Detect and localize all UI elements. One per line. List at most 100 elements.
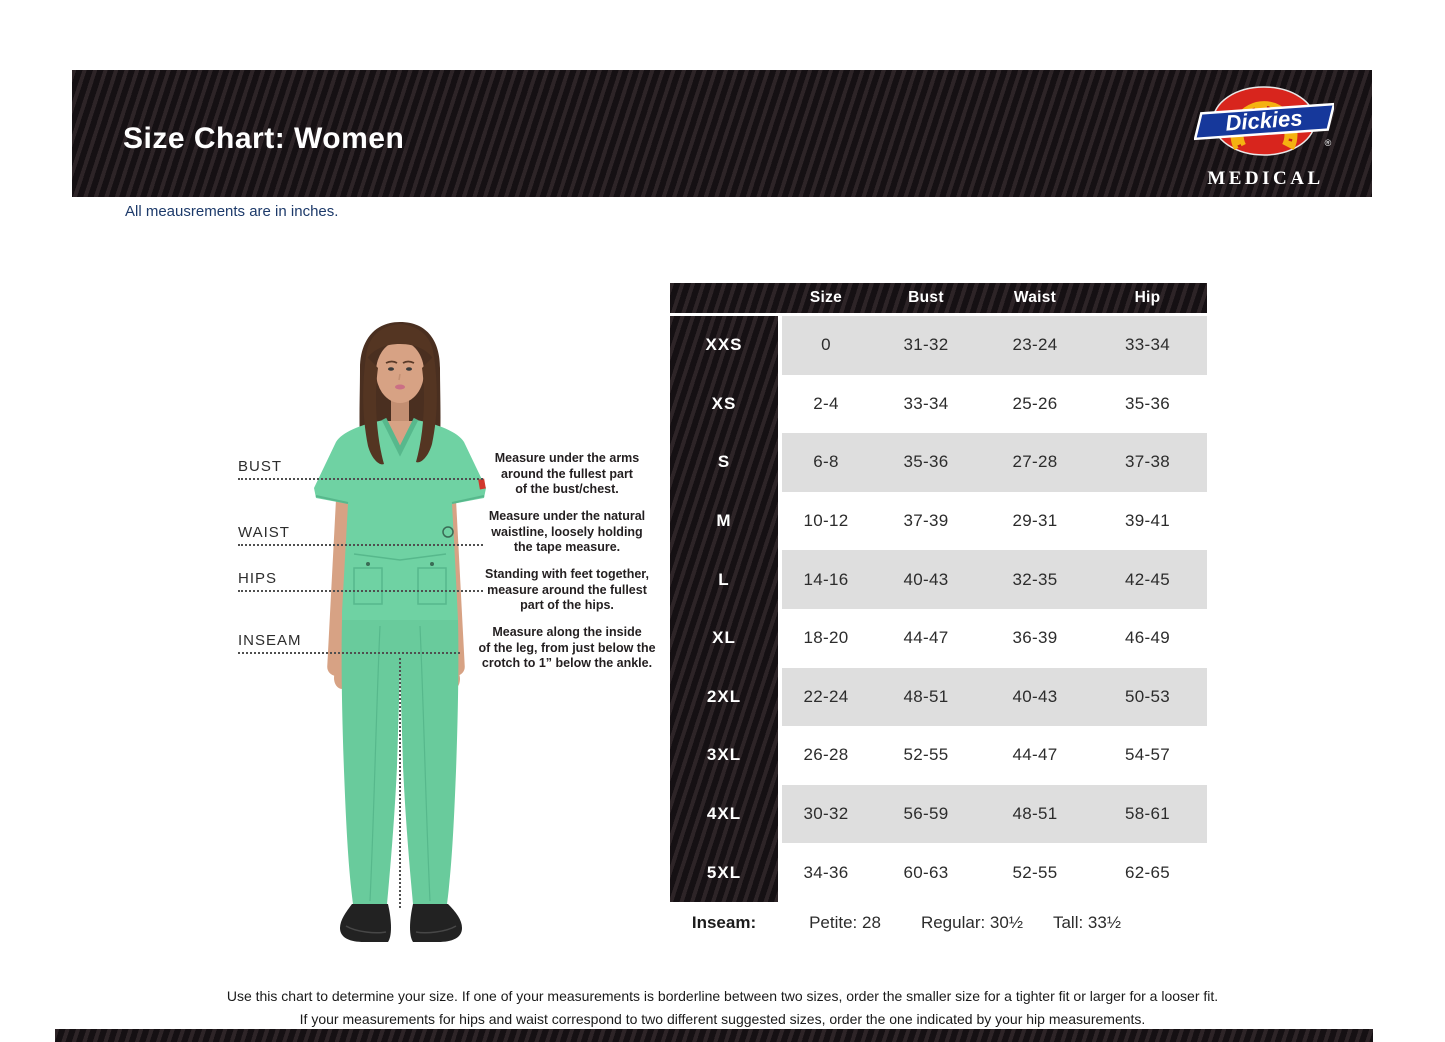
hip-cell: 54-57 [1125,745,1170,765]
bust-cell: 44-47 [903,628,949,648]
hips-label: HIPS [238,570,278,587]
bottom-divider-bar [55,1029,1373,1042]
table-header: Size Bust Waist Hip [670,283,1207,313]
dickies-logo: Dickies ® MEDICAL [1193,84,1336,190]
hips-description: Standing with feet together, measure aro… [485,567,649,612]
bust-cell: 48-51 [903,686,949,706]
footer-line-2: If your measurements for hips and waist … [299,1011,1146,1027]
footer-instructions: Use this chart to determine your size. I… [0,985,1445,1031]
model-illustration [314,322,486,942]
column-header-size: Size [809,289,843,306]
size-label: XXS [705,335,743,355]
inseam-dotted-line [238,652,460,654]
inseam-label: INSEAM [238,632,302,649]
waist-measure: WAIST [238,524,483,546]
header-banner: Size Chart: Women Dickies ® MEDICAL [72,70,1372,197]
bust-cell: 56-59 [903,804,949,824]
hip-cell: 37-38 [1125,452,1170,472]
bust-cell: 52-55 [903,745,949,765]
inseam-measure: INSEAM [238,632,460,654]
size-label: XL [712,628,736,648]
inseam-petite: Petite: 28 [809,912,881,932]
table-row: 18-20 44-47 36-39 46-49 [782,609,1207,668]
table-header-columns: Size Bust Waist Hip [782,289,1207,307]
hip-cell: 35-36 [1125,393,1170,413]
size-label: L [718,569,730,589]
size-range-cell: 0 [821,335,831,355]
size-table: Size Bust Waist Hip XXS XS S M L XL 2XL … [670,283,1207,939]
table-row: 26-28 52-55 44-47 54-57 [782,726,1207,785]
table-row: 34-36 60-63 52-55 62-65 [782,843,1207,902]
bust-cell: 33-34 [903,393,949,413]
bust-cell: 60-63 [903,862,949,882]
hip-cell: 42-45 [1125,569,1170,589]
hip-cell: 50-53 [1125,686,1170,706]
svg-text:Dickies: Dickies [1225,105,1304,135]
waist-dotted-line [238,544,483,546]
size-range-cell: 10-12 [803,511,849,531]
inseam-values: Petite: 28 Regular: 30½ Tall: 33½ [782,913,1207,933]
size-label-column: XXS XS S M L XL 2XL 3XL 4XL 5XL [670,316,778,902]
footer-line-1: Use this chart to determine your size. I… [226,988,1219,1004]
size-label: XS [711,393,737,413]
table-row: 30-32 56-59 48-51 58-61 [782,784,1207,844]
bust-measure: BUST [238,458,483,480]
waist-cell: 44-47 [1012,745,1058,765]
bust-cell: 40-43 [903,569,949,589]
bust-cell: 31-32 [903,335,949,355]
inseam-row: Inseam: Petite: 28 Regular: 30½ Tall: 33… [670,907,1207,939]
waist-cell: 27-28 [1012,452,1058,472]
inseam-vertical-dotted-line [399,658,401,908]
page-title: Size Chart: Women [123,122,405,155]
size-range-cell: 30-32 [803,804,849,824]
waist-cell: 23-24 [1012,335,1058,355]
hip-cell: 46-49 [1125,628,1170,648]
size-range-cell: 6-8 [813,452,839,472]
bust-description: Measure under the arms around the fulles… [494,451,640,496]
hip-cell: 39-41 [1125,511,1170,531]
table-row: 10-12 37-39 29-31 39-41 [782,492,1207,551]
hip-cell: 58-61 [1125,804,1170,824]
hip-cell: 62-65 [1125,862,1170,882]
waist-cell: 40-43 [1012,686,1058,706]
dickies-logo-icon: Dickies ® [1193,86,1336,156]
size-label: 3XL [706,745,742,765]
size-range-cell: 14-16 [803,569,849,589]
size-label: 4XL [706,804,742,824]
size-label: S [717,452,731,472]
column-header-hip: Hip [1134,289,1161,306]
waist-cell: 25-26 [1012,393,1058,413]
hips-dotted-line [238,590,483,592]
table-body: XXS XS S M L XL 2XL 3XL 4XL 5XL 0 31-32 … [670,316,1207,902]
waist-cell: 32-35 [1012,569,1058,589]
table-row: 22-24 48-51 40-43 50-53 [782,667,1207,727]
column-header-waist: Waist [1013,289,1057,306]
logo-medical-label: MEDICAL [1207,168,1324,189]
size-label: 2XL [706,686,742,706]
bust-cell: 35-36 [903,452,949,472]
bust-dotted-line [238,478,483,480]
column-header-bust: Bust [908,289,944,306]
waist-cell: 29-31 [1012,511,1058,531]
size-range-cell: 22-24 [803,686,849,706]
inseam-description: Measure along the inside of the leg, fro… [478,625,656,670]
hip-cell: 33-34 [1125,335,1170,355]
table-row: 2-4 33-34 25-26 35-36 [782,375,1207,434]
hips-measure: HIPS [238,570,483,592]
bust-label: BUST [238,458,283,475]
inseam-regular: Regular: 30½ [920,912,1024,932]
waist-cell: 52-55 [1012,862,1058,882]
waist-description: Measure under the natural waistline, loo… [488,509,646,554]
waist-cell: 48-51 [1012,804,1058,824]
size-range-cell: 18-20 [803,628,849,648]
inseam-row-label: Inseam: [691,912,757,932]
units-note: All meausrements are in inches. [125,203,339,220]
size-range-cell: 34-36 [803,862,849,882]
table-row: 14-16 40-43 32-35 42-45 [782,550,1207,609]
table-row: 6-8 35-36 27-28 37-38 [782,433,1207,492]
waist-label: WAIST [238,524,290,541]
inseam-tall: Tall: 33½ [1052,912,1122,932]
waist-cell: 36-39 [1012,628,1058,648]
data-column: 0 31-32 23-24 33-34 2-4 33-34 25-26 35-3… [782,316,1207,902]
